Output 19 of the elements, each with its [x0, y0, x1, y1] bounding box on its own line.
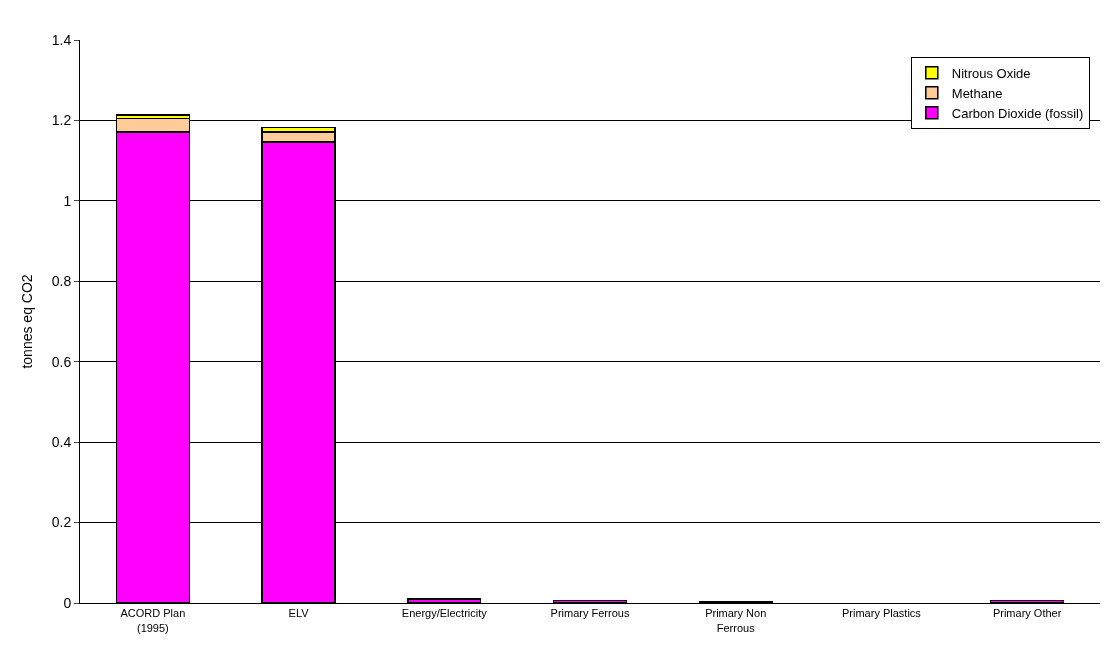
- x-tick-label: Primary Ferrous: [550, 607, 630, 620]
- legend-label: Methane: [951, 85, 1003, 101]
- y-tick-label: 1.2: [51, 112, 72, 129]
- x-tick-label: Primary Plastics: [842, 607, 922, 620]
- x-tick-label: Primary Non Ferrous: [705, 607, 767, 634]
- x-tick-label: ELV: [288, 607, 310, 620]
- y-axis-title: tonnes eq CO2: [19, 274, 36, 369]
- y-tick-label: 0.8: [51, 273, 72, 290]
- x-tick-label: Primary Other: [992, 607, 1062, 620]
- y-tick-label: 0.4: [51, 434, 72, 451]
- x-tick-label: ACORD Plan (1995): [120, 607, 186, 634]
- y-tick-label: 0.6: [51, 353, 72, 370]
- y-tick-label: 0.2: [51, 514, 72, 531]
- y-tick-label: 1.4: [51, 31, 72, 48]
- y-tick-label: 0: [63, 594, 72, 611]
- y-tick-label: 1: [63, 192, 72, 209]
- x-tick-label: Energy/Electricity: [401, 607, 488, 620]
- legend-label: Nitrous Oxide: [951, 65, 1031, 81]
- legend-label: Carbon Dioxide (fossil): [951, 105, 1084, 121]
